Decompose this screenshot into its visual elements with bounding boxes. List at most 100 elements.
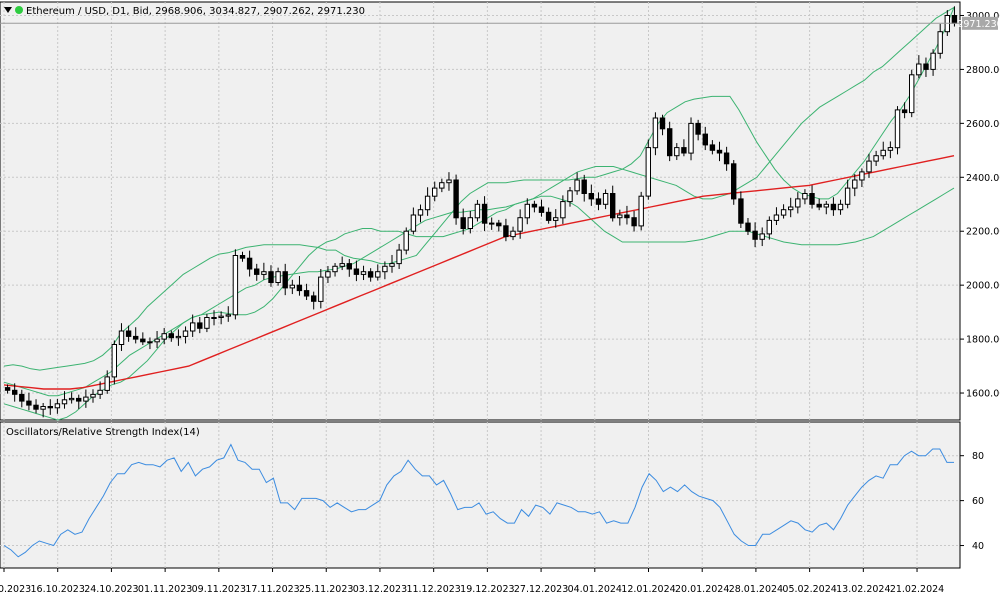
candle-body (538, 206, 545, 213)
candle-body (674, 147, 680, 157)
candle-body (517, 217, 523, 232)
candle-body (246, 257, 253, 270)
candle-body (104, 376, 110, 391)
candle-body (360, 271, 367, 275)
rsi-line (3, 443, 954, 558)
candle-body (97, 389, 103, 395)
candle-body (823, 203, 829, 208)
candle-body (225, 314, 232, 317)
candle-body (168, 333, 175, 339)
candle-body (745, 222, 751, 232)
candle-body (76, 397, 82, 402)
candle-body (602, 193, 609, 205)
candle-body (923, 63, 929, 70)
price-tick-label: 3000.000 (966, 11, 1000, 22)
candle-body (560, 201, 566, 219)
candle-body (40, 406, 46, 410)
price-panel[interactable]: 1600.000 1800.000 2000.000 2200.000 2400.000… (0, 1, 1000, 421)
candle-body (638, 195, 644, 227)
candle-body (311, 295, 317, 302)
price-tick-label: 1800.000 (966, 335, 1000, 346)
price-tick-label: 2000.000 (966, 281, 1000, 292)
candle-body (133, 335, 139, 340)
candle-body (396, 249, 402, 265)
candle-body (659, 117, 666, 130)
candle-body (567, 190, 573, 203)
x-tick-label: 01.11.2023 (138, 584, 192, 595)
candle-body (54, 403, 61, 409)
candle-body (780, 209, 787, 216)
collapse-triangle-icon[interactable] (4, 7, 12, 13)
candle-body (723, 152, 730, 165)
candle-body (901, 109, 908, 114)
x-tick-label: 13.02.2024 (836, 584, 890, 595)
candle-body (481, 203, 488, 224)
candle-body (19, 393, 25, 402)
candle-body (232, 255, 239, 316)
moving-average-line (3, 155, 955, 390)
candle-body (880, 149, 886, 157)
candle-body (645, 147, 651, 197)
candle-body (738, 198, 744, 224)
candle-body (190, 322, 196, 332)
candle-body (503, 225, 509, 238)
x-tick-label: 28.01.2024 (729, 584, 783, 595)
candle-body (4, 387, 11, 391)
candle-body (773, 214, 780, 221)
candle-body (909, 74, 915, 114)
candle-body (446, 179, 452, 184)
candle-body (90, 393, 96, 398)
x-tick-label: 03.12.2023 (353, 584, 407, 595)
candle-body (12, 389, 18, 395)
candle-body (161, 333, 167, 340)
x-tick-label: 21.02.2024 (890, 584, 944, 595)
current-price-box (962, 16, 998, 30)
candle-body (702, 133, 708, 146)
candle-body (510, 230, 516, 238)
candle-body (574, 179, 580, 192)
candle-body (809, 193, 815, 205)
candle-body (667, 128, 673, 157)
candle-body (111, 344, 117, 378)
candle-body (852, 179, 858, 189)
candle-body (795, 198, 801, 208)
x-axis: 08.10.202316.10.202324.10.202301.11.2023… (0, 568, 944, 595)
candle-body (275, 271, 281, 284)
candle-body (588, 193, 594, 200)
candle-body (866, 160, 872, 173)
candle-body (460, 217, 466, 229)
candle-body (211, 317, 217, 319)
candle-body (752, 230, 758, 240)
x-tick-label: 17.11.2023 (245, 584, 299, 595)
candle-body (695, 122, 701, 135)
candle-body (937, 31, 943, 54)
candle-body (61, 399, 68, 405)
candle-body (496, 222, 502, 227)
candle-body (916, 63, 922, 76)
candle-body (382, 265, 388, 273)
rsi-tick-label: 80 (972, 451, 984, 462)
candle-body (204, 317, 210, 329)
candle-body (296, 284, 303, 292)
candle-body (873, 155, 879, 162)
candle-body (367, 271, 374, 278)
candle-body (33, 404, 39, 410)
candle-body (439, 182, 445, 189)
candle-body (197, 322, 203, 329)
candle-body (467, 217, 474, 229)
bollinger-lower-line (3, 187, 955, 421)
candle-body (417, 209, 424, 216)
price-tick-label: 2400.000 (966, 173, 1000, 184)
candle-body (624, 214, 630, 219)
rsi-panel[interactable]: 40 60 80 (0, 421, 984, 569)
chart-header: Ethereum / USD, D1, Bid, 2968.906, 3034.… (4, 6, 365, 17)
candle-body (282, 271, 288, 289)
candle-body (182, 330, 189, 337)
candle-body (802, 193, 808, 200)
x-tick-label: 05.02.2024 (782, 584, 836, 595)
x-tick-label: 04.01.2024 (568, 584, 622, 595)
candle-body (424, 195, 431, 211)
candle-body (118, 330, 125, 345)
candle-body (489, 222, 495, 225)
candle-body (26, 400, 32, 406)
